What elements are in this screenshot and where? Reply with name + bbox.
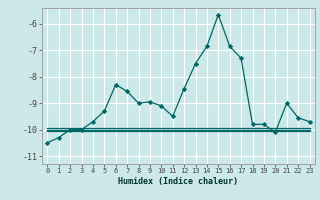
X-axis label: Humidex (Indice chaleur): Humidex (Indice chaleur) bbox=[118, 177, 238, 186]
